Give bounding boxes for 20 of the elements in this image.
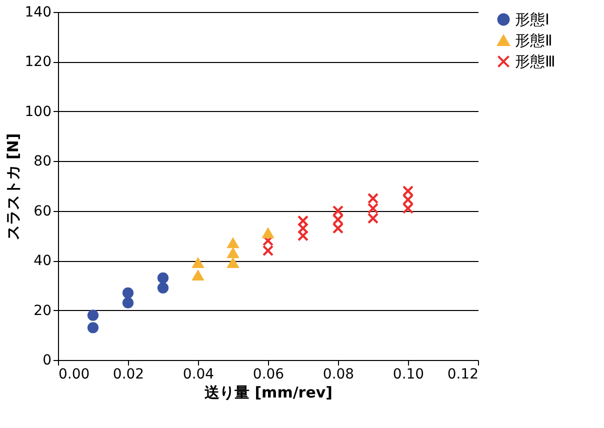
x-tick-label: 0.04 bbox=[182, 366, 214, 382]
legend-label: 形態Ⅲ bbox=[515, 52, 556, 70]
y-tick-label: 20 bbox=[34, 302, 52, 319]
x-tick-label: 0.02 bbox=[112, 366, 144, 382]
y-tick-label: 40 bbox=[34, 253, 52, 270]
x-tick-label: 0.10 bbox=[392, 366, 424, 382]
x-tick-label: 0.12 bbox=[447, 366, 478, 382]
legend-label: 形態Ⅰ bbox=[515, 10, 550, 28]
x-tick-label: 0.00 bbox=[58, 366, 90, 382]
x-axis-title: 送り量 [mm/rev] bbox=[203, 384, 333, 402]
y-axis-title: スラストカ [N] bbox=[4, 133, 22, 240]
y-tick-label: 140 bbox=[24, 4, 52, 20]
y-tick-label: 0 bbox=[42, 352, 52, 368]
y-tick-label: 80 bbox=[34, 154, 52, 170]
y-tick-label: 60 bbox=[34, 203, 52, 220]
x-tick-label: 0.06 bbox=[252, 366, 284, 382]
legend-label: 形態Ⅱ bbox=[515, 32, 552, 50]
x-tick-label: 0.08 bbox=[322, 366, 354, 382]
y-tick-label: 100 bbox=[24, 104, 52, 120]
y-tick-label: 120 bbox=[24, 54, 52, 70]
